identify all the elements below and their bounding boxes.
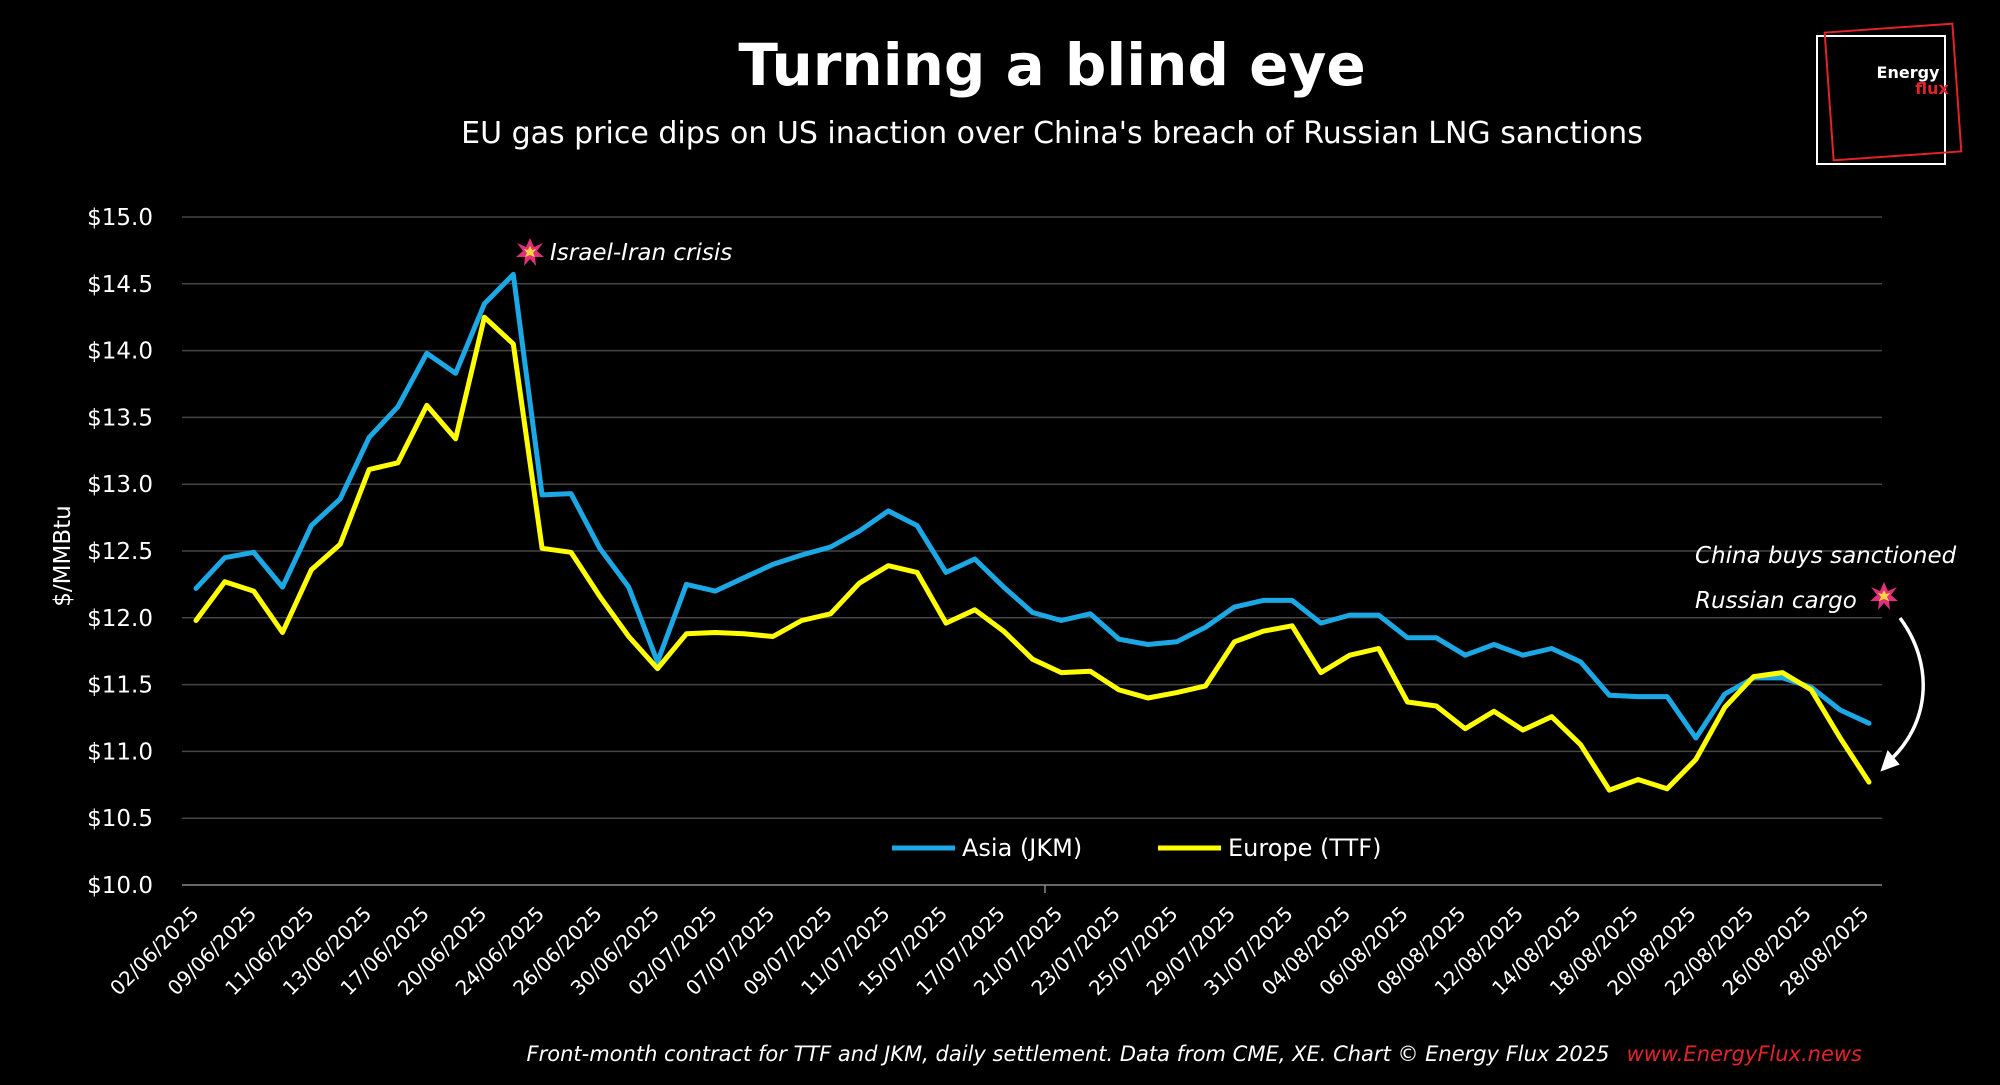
legend-label-europe: Europe (TTF) <box>1228 834 1381 862</box>
energyflux-logo: Energy flux <box>1816 22 1963 165</box>
explosion-icon <box>516 238 544 266</box>
y-tick-label: $13.5 <box>87 405 153 431</box>
annotation-china-line2: Russian cargo <box>1695 588 1857 614</box>
chart-title: Turning a blind eye <box>738 31 1365 99</box>
footer-link[interactable]: www.EnergyFlux.news <box>1627 1042 1862 1066</box>
logo-frame <box>1816 35 1946 165</box>
y-tick-label: $10.5 <box>87 806 153 832</box>
legend: Asia (JKM) Europe (TTF) <box>892 834 1381 862</box>
explosion-icon <box>1870 582 1898 610</box>
y-tick-label: $11.0 <box>87 739 153 765</box>
y-axis-ticks: $10.0 $10.5 $11.0 $11.5 $12.0 $12.5 $13.0 $13.5… <box>87 205 153 899</box>
y-tick-label: $14.0 <box>87 339 153 365</box>
footer: Front-month contract for TTF and JKM, da… <box>527 1042 1863 1066</box>
annotation-israel-iran: Israel-Iran crisis <box>516 238 732 266</box>
legend-label-asia: Asia (JKM) <box>962 834 1082 862</box>
y-tick-label: $14.5 <box>87 272 153 298</box>
y-axis-label: $/MMBtu <box>50 505 76 606</box>
y-tick-label: $13.0 <box>87 472 153 498</box>
y-tick-label: $12.0 <box>87 606 153 632</box>
annotation-china-line1: China buys sanctioned <box>1695 543 1957 569</box>
y-tick-label: $15.0 <box>87 205 153 231</box>
y-tick-label: $12.5 <box>87 539 153 565</box>
series-lines <box>193 271 1872 793</box>
logo-red-frame <box>1823 22 1963 162</box>
series-line-asia-jkm <box>193 271 1872 741</box>
annotation-israel-iran-text: Israel-Iran crisis <box>550 240 732 266</box>
chart-subtitle: EU gas price dips on US inaction over Ch… <box>461 116 1643 151</box>
footer-source: Front-month contract for TTF and JKM, da… <box>527 1042 1610 1066</box>
arrowhead-icon <box>1880 749 1900 772</box>
series-line-europe-ttf <box>193 314 1872 793</box>
gridlines <box>182 216 1882 819</box>
y-tick-label: $10.0 <box>87 873 153 899</box>
annotation-arrow <box>1886 616 1925 764</box>
logo-flux: flux <box>1915 79 1949 98</box>
y-tick-label: $11.5 <box>87 673 153 699</box>
x-axis <box>182 884 1882 893</box>
logo-energy: Energy <box>1877 63 1941 82</box>
annotation-china-cargo: China buys sanctioned Russian cargo <box>1695 543 1957 772</box>
